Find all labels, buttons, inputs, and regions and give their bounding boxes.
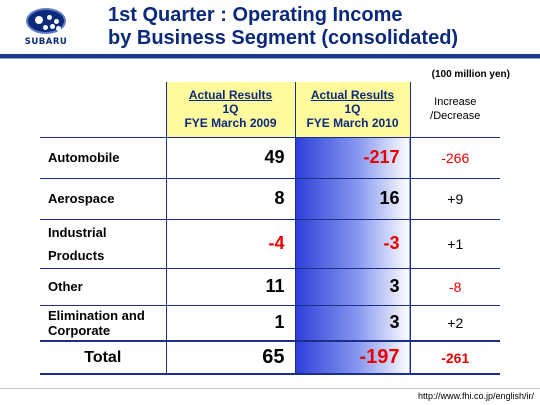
table-row-elimination-corporate: Elimination and Corporate 1 3 +2	[40, 304, 500, 341]
header-divider-thin	[0, 58, 540, 59]
page-title: 1st Quarter : Operating Income by Busine…	[108, 4, 528, 50]
row-label: Other	[40, 267, 166, 305]
cell-diff: +1	[410, 218, 500, 268]
row-label-line2: Corporate	[48, 322, 111, 338]
total-fye2010: -197	[295, 340, 411, 375]
pleiades-emblem-icon	[26, 8, 66, 34]
header-divider	[0, 54, 540, 58]
table-row-other: Other 11 3 -8	[40, 267, 500, 305]
column-header-diff-line2: /Decrease	[430, 110, 481, 123]
cell-fye2010: 3	[295, 304, 411, 341]
table-row-industrial-products: Industrial Products -4 -3 +1	[40, 218, 500, 268]
table-row-automobile: Automobile 49 -217 -266	[40, 136, 500, 178]
column-header-fye2010: Actual Results 1Q FYE March 2010	[295, 82, 411, 137]
cell-fye2010: -217	[295, 136, 411, 178]
cell-diff: -266	[410, 136, 500, 178]
header-empty-cell	[40, 82, 166, 137]
column-header-diff-line1: Increase	[434, 96, 477, 109]
footer-url: http://www.fhi.co.jp/english/ir/	[417, 391, 534, 401]
total-label: Total	[40, 340, 166, 375]
title-line-1: 1st Quarter : Operating Income	[108, 4, 403, 26]
operating-income-table: Actual Results 1Q FYE March 2009 Actual …	[40, 82, 500, 375]
cell-fye2009: 1	[165, 304, 296, 341]
row-label: Industrial Products	[40, 218, 166, 268]
title-line-2: by Business Segment (consolidated)	[108, 27, 459, 49]
unit-note: (100 million yen)	[431, 69, 510, 80]
cell-fye2010: 3	[295, 267, 411, 305]
cell-diff: -8	[410, 267, 500, 305]
total-diff: -261	[410, 340, 500, 375]
column-header-fye2009-line3: FYE March 2009	[184, 116, 277, 131]
table-row-total: Total 65 -197 -261	[40, 340, 500, 375]
total-fye2009: 65	[165, 340, 296, 375]
row-label: Automobile	[40, 136, 166, 178]
cell-fye2009: 11	[165, 267, 296, 305]
cell-fye2009: 8	[165, 177, 296, 219]
footer-divider	[0, 388, 540, 389]
cell-fye2010: -3	[295, 218, 411, 268]
column-header-diff: Increase /Decrease	[410, 82, 500, 137]
cell-fye2010: 16	[295, 177, 411, 219]
cell-fye2009: -4	[165, 218, 296, 268]
row-label: Elimination and Corporate	[40, 304, 166, 341]
cell-fye2009: 49	[165, 136, 296, 178]
table-row-aerospace: Aerospace 8 16 +9	[40, 177, 500, 219]
column-header-fye2009-line2: 1Q	[222, 102, 239, 117]
cell-diff: +2	[410, 304, 500, 341]
column-header-fye2010-line1: Actual Results	[310, 88, 395, 103]
row-label-line2: Products	[48, 247, 105, 263]
column-header-fye2009-line1: Actual Results	[188, 88, 273, 103]
cell-diff: +9	[410, 177, 500, 219]
table-header-row: Actual Results 1Q FYE March 2009 Actual …	[40, 82, 500, 137]
subaru-logo: SUBARU	[14, 6, 76, 52]
row-label-line1: Elimination and	[48, 307, 145, 323]
row-label-line1: Industrial	[48, 224, 107, 240]
column-header-fye2009: Actual Results 1Q FYE March 2009	[165, 82, 296, 137]
column-header-fye2010-line2: 1Q	[344, 102, 361, 117]
column-header-fye2010-line3: FYE March 2010	[306, 116, 399, 131]
logo-wordmark: SUBARU	[24, 37, 68, 47]
row-label: Aerospace	[40, 177, 166, 219]
